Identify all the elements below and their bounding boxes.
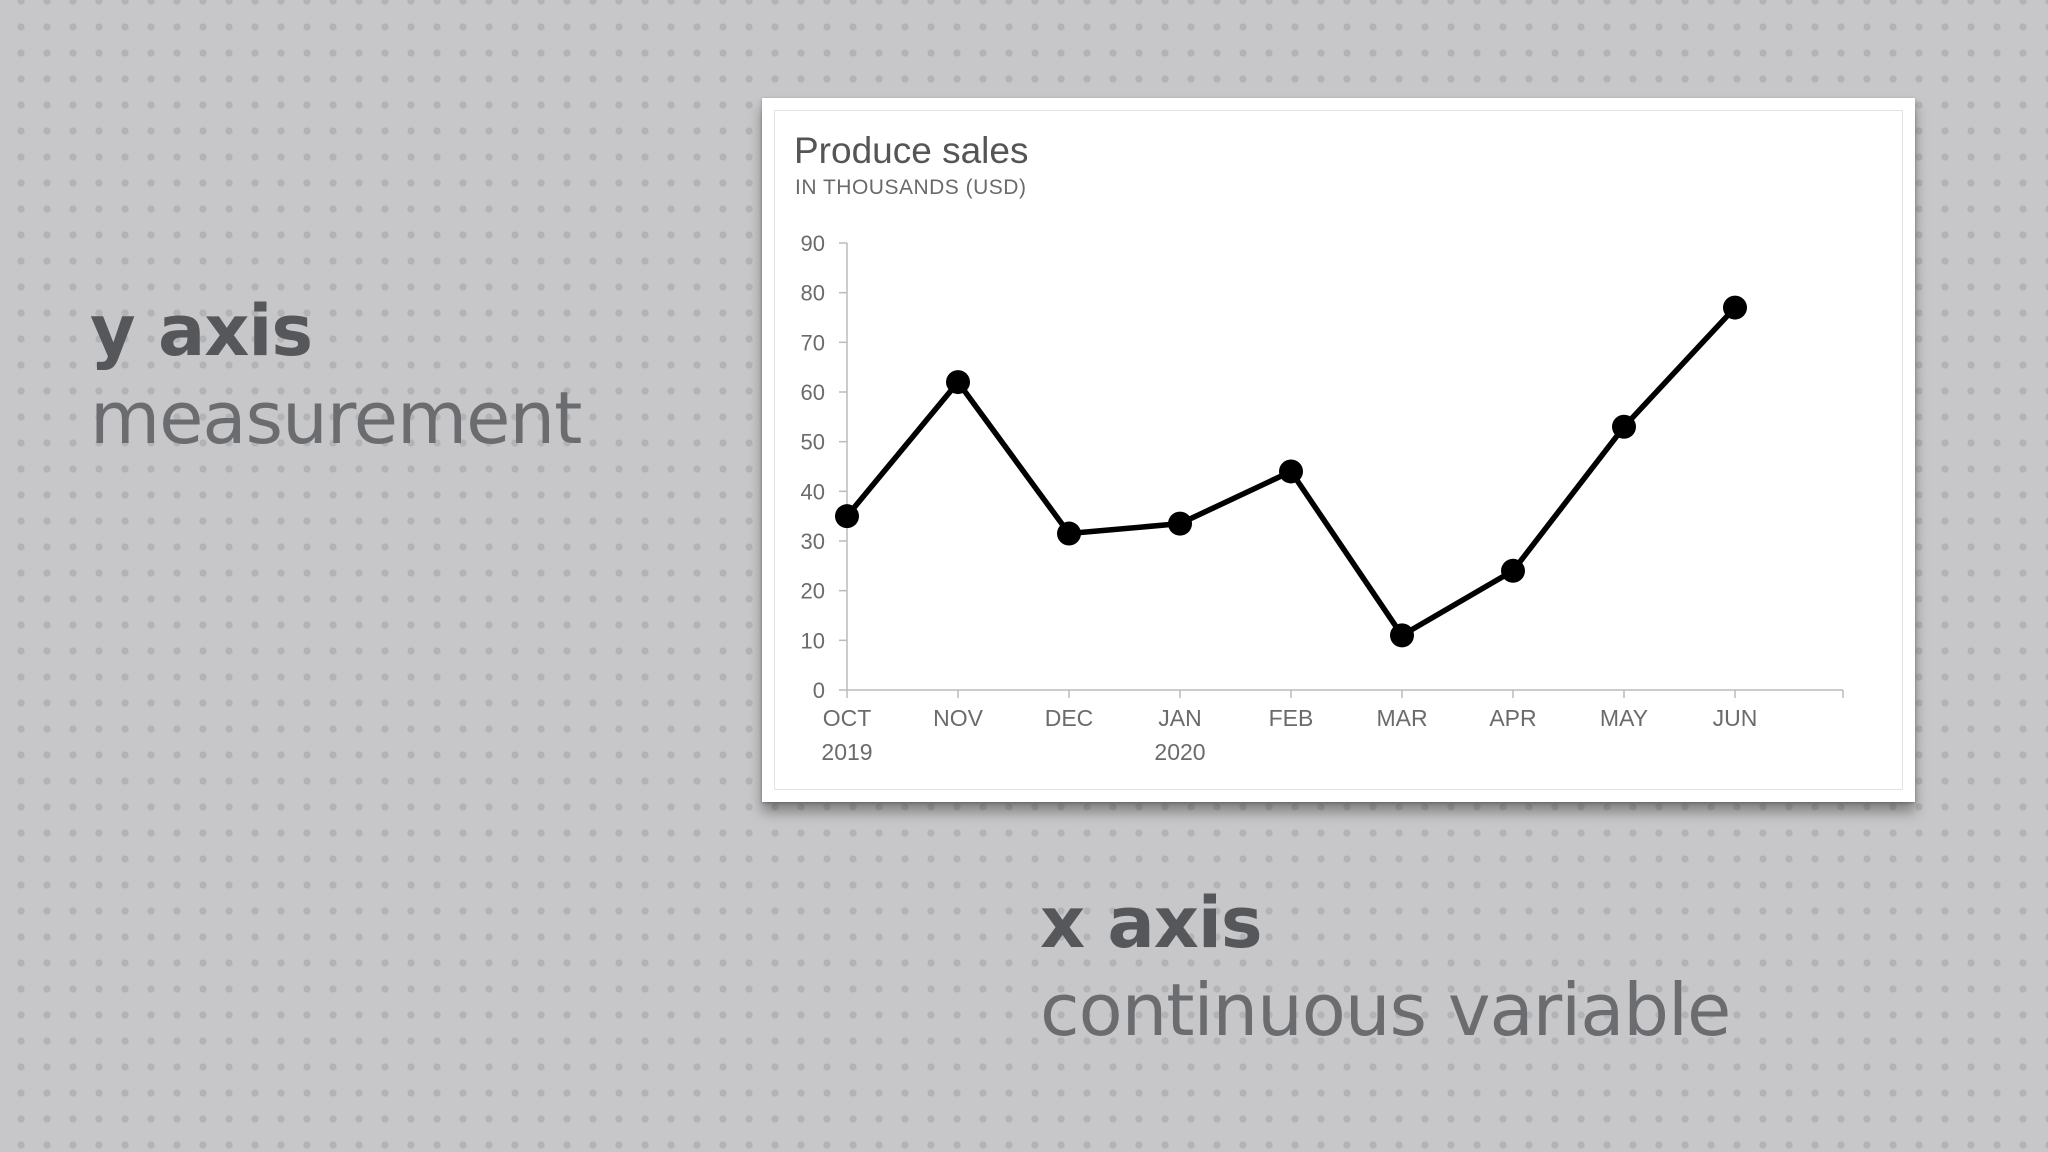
x-tick-label: NOV	[933, 705, 984, 731]
x-tick-label: OCT	[823, 705, 872, 731]
y-axis-callout: y axis measurement	[90, 290, 582, 460]
x-tick-label: FEB	[1269, 705, 1314, 731]
chart-card: Produce sales IN THOUSANDS (USD) 0 10 20 30…	[762, 98, 1915, 802]
x-tick-label: DEC	[1045, 705, 1094, 731]
x-tick-label: MAR	[1376, 705, 1427, 731]
data-point	[1501, 558, 1525, 583]
data-point	[835, 504, 859, 529]
x-axis-description: continuous variable	[1040, 968, 1731, 1052]
data-point	[946, 370, 970, 395]
chart-inner-frame	[774, 110, 1903, 790]
y-tick-label: 10	[801, 628, 825, 653]
y-tick-label: 20	[801, 579, 825, 604]
line-chart: 0 10 20 30 40 50 60 70 80 90 OCT 2019 NOV DEC JAN 2020 F…	[801, 231, 1844, 765]
y-tick-label: 80	[801, 281, 825, 306]
x-tick-year-label: 2020	[1154, 739, 1205, 765]
data-point	[1723, 295, 1747, 320]
y-tick-label: 60	[801, 380, 825, 405]
y-tick-label: 50	[801, 430, 825, 455]
data-point	[1612, 414, 1636, 439]
y-tick-label: 30	[801, 529, 825, 554]
x-tick-label: JUN	[1713, 705, 1758, 731]
x-axis-term: x axis	[1040, 882, 1263, 964]
y-tick-label: 90	[801, 231, 825, 256]
data-point	[1168, 511, 1192, 536]
data-point	[1390, 623, 1414, 648]
y-tick-label: 40	[801, 479, 825, 504]
y-axis-term: y axis	[90, 290, 313, 372]
data-point	[1057, 521, 1081, 546]
x-tick-label: MAY	[1600, 705, 1648, 731]
data-point	[1279, 459, 1303, 484]
y-tick-label: 0	[813, 678, 825, 703]
x-tick-label: APR	[1489, 705, 1536, 731]
x-tick-year-label: 2019	[821, 739, 872, 765]
x-tick-label: JAN	[1158, 705, 1201, 731]
chart-title: Produce sales	[794, 130, 1029, 171]
y-tick-label: 70	[801, 330, 825, 355]
y-axis-description: measurement	[90, 376, 582, 460]
x-axis-callout: x axis continuous variable	[1040, 882, 1731, 1052]
chart-subtitle: IN THOUSANDS (USD)	[795, 176, 1027, 199]
